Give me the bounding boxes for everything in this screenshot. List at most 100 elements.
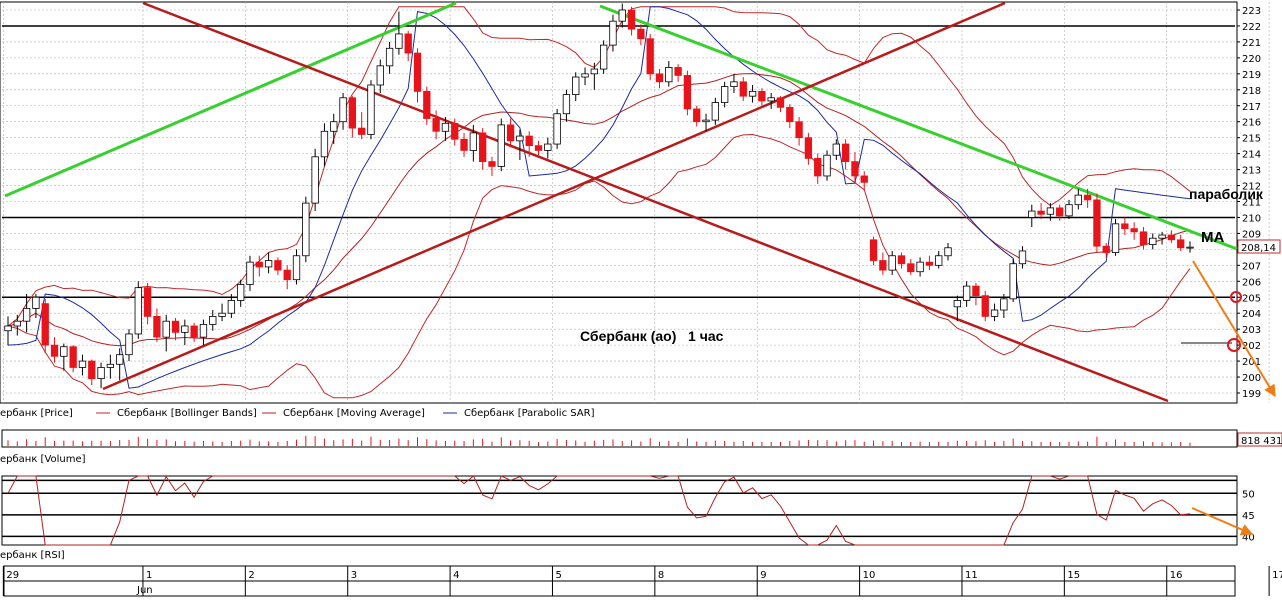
candle-105 xyxy=(981,290,989,322)
candle-100 xyxy=(935,250,943,269)
candle-body-6 xyxy=(60,346,68,357)
candle-8 xyxy=(78,354,87,376)
candle-5 xyxy=(50,337,59,363)
legend-moving-average: Сбербанк [Moving Average] xyxy=(283,408,425,419)
rsi-tick-50: 50 xyxy=(1242,489,1255,500)
candle-body-117 xyxy=(1093,199,1101,247)
candle-body-41 xyxy=(385,47,394,67)
candle-body-77 xyxy=(720,86,729,103)
candle-body-102 xyxy=(953,300,961,308)
candle-88 xyxy=(823,150,831,181)
y-tick-label-203: 203 xyxy=(1242,325,1261,336)
candle-body-51 xyxy=(479,132,487,163)
candle-1 xyxy=(13,314,21,336)
candle-body-126 xyxy=(1177,239,1185,249)
candle-103 xyxy=(962,281,971,307)
date-label-6: 8 xyxy=(658,570,664,581)
candle-body-35 xyxy=(330,121,338,132)
candle-58 xyxy=(544,137,552,159)
candle-body-59 xyxy=(553,113,561,145)
candle-99 xyxy=(925,255,934,271)
candle-body-0 xyxy=(4,325,12,332)
candle-31 xyxy=(292,249,301,285)
candle-113 xyxy=(1056,204,1064,221)
candle-25 xyxy=(237,279,245,307)
candle-27 xyxy=(255,255,263,277)
chart-title-annotation: Сбербанк (ао) 1 час xyxy=(580,328,724,344)
candle-body-83 xyxy=(776,97,785,108)
candle-20 xyxy=(190,322,198,342)
candle-94 xyxy=(879,252,887,275)
date-label-4: 4 xyxy=(453,570,459,581)
y-tick-label-220: 220 xyxy=(1242,54,1261,65)
y-tick-label-217: 217 xyxy=(1242,102,1261,113)
volume-plot-area xyxy=(1,429,1238,448)
candle-body-55 xyxy=(516,135,524,142)
candle-body-2 xyxy=(22,308,31,322)
candle-23 xyxy=(218,303,226,322)
candle-43 xyxy=(404,30,412,62)
candle-93 xyxy=(869,236,878,266)
candle-102 xyxy=(953,295,961,322)
candle-body-103 xyxy=(962,285,971,301)
candle-53 xyxy=(497,118,505,172)
candle-body-78 xyxy=(730,81,738,87)
candle-body-8 xyxy=(78,360,87,368)
rsi-plot-area xyxy=(1,475,1238,546)
red-trendline-down xyxy=(142,1,1169,403)
parabolic-annotation: параболик xyxy=(1189,186,1264,202)
candle-46 xyxy=(432,110,440,140)
y-tick-label-205: 205 xyxy=(1242,293,1261,304)
candle-body-7 xyxy=(69,346,77,368)
candle-body-27 xyxy=(255,261,263,268)
candle-body-124 xyxy=(1158,234,1166,239)
y-tick-label-223: 223 xyxy=(1242,6,1261,17)
candle-body-23 xyxy=(218,312,226,317)
rsi-levels xyxy=(2,479,1237,538)
candle-body-110 xyxy=(1028,210,1036,218)
candle-body-87 xyxy=(814,158,822,177)
candle-body-127 xyxy=(1186,246,1194,249)
candle-body-115 xyxy=(1074,194,1082,206)
trend-lines xyxy=(4,1,1238,403)
y-tick-label-216: 216 xyxy=(1242,118,1261,129)
last-price-box xyxy=(1237,239,1281,254)
legend-bollinger: Сбербанк [Bollinger Bands] xyxy=(117,408,257,419)
candle-body-54 xyxy=(506,124,515,142)
candle-67 xyxy=(627,6,636,36)
candle-body-62 xyxy=(581,73,589,78)
rsi-tick-45: 45 xyxy=(1242,511,1255,522)
candle-body-74 xyxy=(693,108,701,123)
candle-body-68 xyxy=(637,28,645,40)
candle-120 xyxy=(1121,217,1129,236)
candle-76 xyxy=(711,97,719,125)
bollinger-bands xyxy=(7,6,1191,399)
candle-47 xyxy=(441,116,450,141)
bollinger-upper xyxy=(7,6,1191,327)
candle-body-71 xyxy=(665,67,673,83)
candle-body-104 xyxy=(972,285,980,297)
candle-115 xyxy=(1074,188,1082,210)
candle-body-82 xyxy=(767,97,775,102)
candle-48 xyxy=(451,118,459,146)
candle-body-111 xyxy=(1037,210,1045,215)
candle-body-14 xyxy=(134,287,142,335)
candle-101 xyxy=(944,242,952,261)
candle-body-81 xyxy=(758,90,766,102)
date-label-5: 5 xyxy=(555,570,561,581)
candle-body-97 xyxy=(907,263,915,273)
date-label-3: 3 xyxy=(351,570,357,581)
candle-0 xyxy=(4,316,12,346)
y-tick-label-212: 212 xyxy=(1242,182,1261,193)
parabolic-sar xyxy=(7,6,1191,389)
candle-body-34 xyxy=(320,130,329,158)
candle-111 xyxy=(1037,203,1045,220)
candle-121 xyxy=(1130,222,1138,240)
y-tick-label-209: 209 xyxy=(1242,229,1261,240)
candle-body-93 xyxy=(869,239,878,261)
candle-108 xyxy=(1009,258,1017,303)
candle-body-121 xyxy=(1130,228,1138,233)
y-tick-label-221: 221 xyxy=(1242,38,1261,49)
candle-body-66 xyxy=(618,9,626,22)
candle-body-21 xyxy=(199,323,208,338)
